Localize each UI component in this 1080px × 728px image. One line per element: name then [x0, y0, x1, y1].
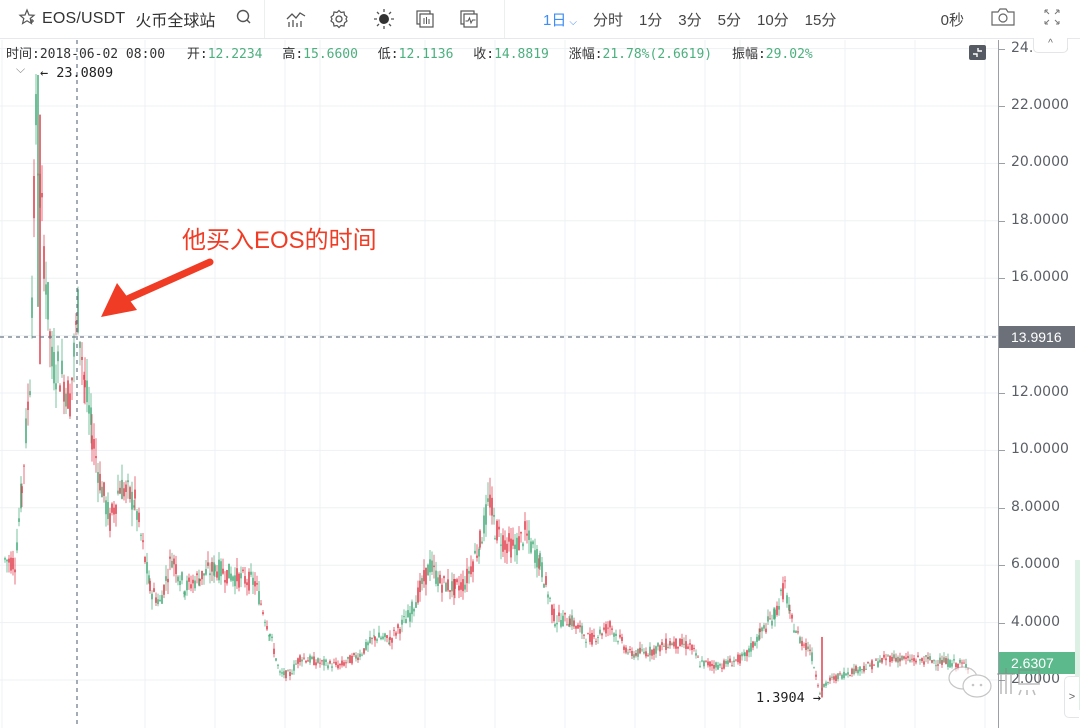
- price-tick: 16.0000: [999, 269, 1069, 285]
- high-value: 15.6600: [303, 47, 358, 62]
- interval-1m[interactable]: 1分: [638, 11, 663, 29]
- close-label: 收:: [473, 47, 495, 62]
- favorite-star-icon[interactable]: [18, 7, 36, 31]
- theme-sun-icon[interactable]: [373, 8, 417, 30]
- last-price-tag: 2.6307: [999, 652, 1075, 674]
- last-price: 2.6307: [1011, 655, 1054, 671]
- crosshair-price-tag: 13.9916: [999, 326, 1075, 348]
- amplitude-label: 振幅:: [731, 47, 766, 62]
- chevron-down-icon: ⌵: [569, 16, 577, 28]
- price-tick: 22.0000: [999, 97, 1069, 113]
- price-tick: 2.0000: [999, 671, 1060, 687]
- low-value: 12.1136: [398, 47, 454, 62]
- wechat-watermark-icon: [945, 660, 1045, 705]
- interval-timeline[interactable]: 分时: [592, 11, 623, 29]
- collapse-info-chevron-icon[interactable]: ⌵: [16, 62, 26, 76]
- interval-label: 1日: [543, 11, 567, 29]
- collapse-legend-button[interactable]: [969, 45, 986, 60]
- interval-selector: 1日 ⌵ 分时 1分 3分 5分 10分 15分: [505, 0, 852, 38]
- price-tick-label: 22.0000: [1011, 97, 1069, 113]
- interval-3m[interactable]: 3分: [678, 11, 702, 29]
- interval-10m[interactable]: 10分: [756, 11, 789, 29]
- ohlc-info-bar: 时间:2018-06-02 08:00 开:12.2234 高:15.6600 …: [6, 43, 825, 62]
- interval-5m[interactable]: 5分: [717, 11, 741, 29]
- side-panel-peek: [1075, 560, 1080, 710]
- fullscreen-icon[interactable]: [1042, 7, 1062, 32]
- price-tick-label: 20.0000: [1011, 154, 1069, 171]
- chart-type-icon[interactable]: [460, 10, 504, 28]
- toolbar-right: 0秒: [941, 7, 1080, 32]
- price-tick-label: 4.0000: [1011, 613, 1060, 630]
- interval-1d[interactable]: 1日 ⌵: [543, 9, 577, 30]
- change-label: 涨幅:: [568, 47, 603, 62]
- crosshair-price: 13.9916: [1011, 329, 1062, 345]
- search-icon[interactable]: [236, 9, 252, 30]
- annotation-text: 他买入EOS的时间: [182, 227, 377, 254]
- time-value: 2018-06-02 08:00: [39, 47, 166, 62]
- price-tick: 8.0000: [999, 499, 1060, 515]
- change-value: 21.78%(2.6619): [602, 47, 713, 62]
- candlestick-plot[interactable]: [0, 40, 998, 728]
- amplitude-value: 29.02%: [765, 47, 813, 62]
- compare-icon[interactable]: [416, 10, 460, 28]
- scroll-up-button[interactable]: ^: [1033, 38, 1068, 53]
- price-tick-label: 18.0000: [1011, 211, 1069, 228]
- price-tick-label: 16.0000: [1011, 269, 1069, 286]
- settings-gear-icon[interactable]: [329, 9, 373, 29]
- tool-icons: [265, 0, 505, 38]
- interval-15m[interactable]: 15分: [804, 11, 837, 29]
- price-tick: 10.0000: [999, 441, 1069, 457]
- camera-icon[interactable]: [990, 7, 1016, 32]
- symbol-name[interactable]: EOS/USDT: [42, 10, 126, 27]
- price-tick-label: 10.0000: [1011, 441, 1069, 458]
- price-tick-label: 2.0000: [1011, 671, 1060, 687]
- chart-toolbar: EOS/USDT 火币全球站 1日 ⌵ 分时 1分 3分 5分 10分 15分 0…: [0, 0, 1080, 39]
- price-tick: 20.0000: [999, 154, 1069, 170]
- price-tick: 4.0000: [999, 614, 1060, 630]
- high-label: 高:: [282, 47, 304, 62]
- open-label: 开:: [186, 47, 208, 62]
- indicator-icon[interactable]: [285, 10, 329, 28]
- low-marker: 1.3904 →: [756, 690, 822, 706]
- time-label: 时间:: [6, 47, 40, 62]
- price-tick-label: 6.0000: [1011, 556, 1060, 573]
- price-tick: 12.0000: [999, 384, 1069, 400]
- price-axis[interactable]: 24.000022.000020.000018.000016.000012.00…: [998, 40, 1080, 728]
- candle-countdown: 0秒: [940, 11, 964, 29]
- price-tick: 18.0000: [999, 212, 1069, 228]
- high-marker: ← 23.0809: [40, 65, 114, 81]
- low-label: 低:: [377, 47, 399, 62]
- exchange-name: 火币全球站: [135, 13, 216, 30]
- open-value: 12.2234: [207, 47, 263, 62]
- expand-side-panel-chevron-icon[interactable]: >: [1064, 676, 1079, 718]
- price-tick-label: 12.0000: [1011, 384, 1069, 400]
- price-tick: 6.0000: [999, 556, 1060, 572]
- price-tick-label: 8.0000: [1011, 498, 1060, 515]
- close-value: 14.8819: [494, 47, 549, 62]
- annotation-arrow-icon: [101, 258, 214, 317]
- symbol-section: EOS/USDT 火币全球站: [0, 0, 265, 38]
